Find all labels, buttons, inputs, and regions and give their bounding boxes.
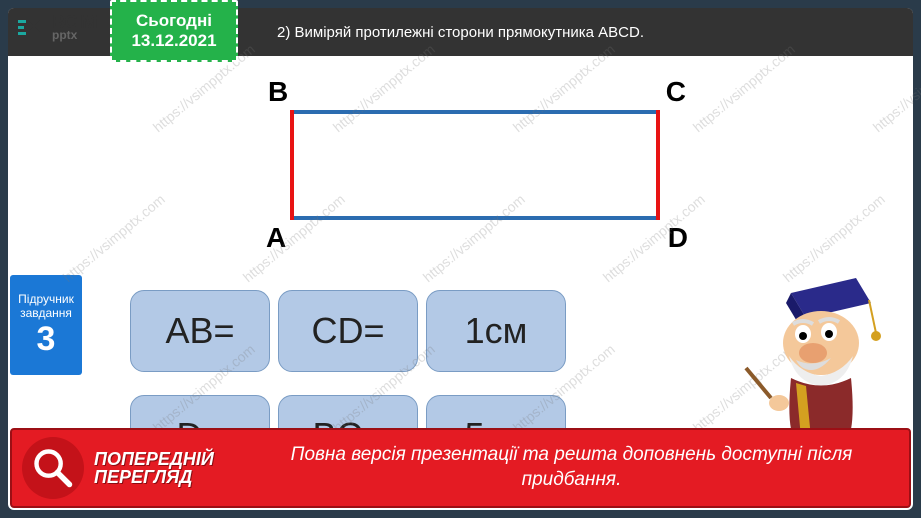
rectangle-diagram: B C A D xyxy=(290,110,660,220)
badge-number: 3 xyxy=(37,320,56,359)
preview-label-2: ПЕРЕГЛЯД xyxy=(94,468,234,486)
badge-line2: завдання xyxy=(20,306,72,320)
measure-row-1: AB= CD= 1см xyxy=(130,290,566,372)
preview-label-1: ПОПЕРЕДНІЙ xyxy=(94,450,234,468)
side-bc xyxy=(290,110,660,114)
textbook-task-badge: Підручник завдання 3 xyxy=(10,275,82,375)
logo-text: ВСІМ pptx xyxy=(52,14,97,41)
logo-icon xyxy=(18,16,46,38)
side-ad xyxy=(290,216,660,220)
measure-cd: CD= xyxy=(278,290,418,372)
preview-label: ПОПЕРЕДНІЙ ПЕРЕГЛЯД xyxy=(94,450,234,486)
vertex-d: D xyxy=(668,222,688,254)
measure-ab: AB= xyxy=(130,290,270,372)
badge-line1: Підручник xyxy=(18,292,74,306)
logo: ВСІМ pptx xyxy=(18,14,97,41)
magnifier-icon xyxy=(22,437,84,499)
mascot-illustration xyxy=(741,268,891,448)
preview-banner: ПОПЕРЕДНІЙ ПЕРЕГЛЯД Повна версія презент… xyxy=(10,428,911,508)
date-badge: Сьогодні 13.12.2021 xyxy=(110,0,238,62)
task-text: 2) Виміряй протилежні сторони прямокутни… xyxy=(277,24,644,41)
date-label: Сьогодні xyxy=(136,11,212,31)
side-cd xyxy=(656,110,660,220)
side-ab xyxy=(290,110,294,220)
preview-message: Повна версія презентації та решта доповн… xyxy=(234,443,909,492)
vertex-a: A xyxy=(266,222,286,254)
date-value: 13.12.2021 xyxy=(131,31,216,51)
vertex-b: B xyxy=(268,76,288,108)
vertex-c: C xyxy=(666,76,686,108)
measure-1cm: 1см xyxy=(426,290,566,372)
